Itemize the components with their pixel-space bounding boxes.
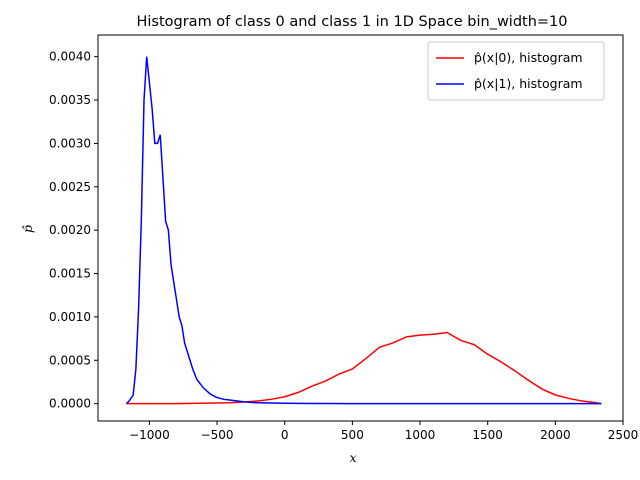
y-tick-label: 0.0035 xyxy=(49,93,91,107)
x-tick-label: 500 xyxy=(341,428,364,442)
series-line-class-1 xyxy=(125,56,602,405)
x-tick-label: −500 xyxy=(201,428,234,442)
series-layer xyxy=(125,56,602,405)
x-tick-label: 2500 xyxy=(608,428,639,442)
x-tick-label: −1000 xyxy=(129,428,170,442)
y-tick-label: 0.0040 xyxy=(49,50,91,64)
x-tick-label: 1000 xyxy=(405,428,436,442)
y-tick-label: 0.0000 xyxy=(49,397,91,411)
y-axis-label: p̂ xyxy=(20,225,35,233)
y-tick-label: 0.0020 xyxy=(49,223,91,237)
legend: p̂(x|0), histogram p̂(x|1), histogram xyxy=(427,41,605,101)
x-axis-label: x xyxy=(349,450,356,465)
x-axis: −1000 −500 0 500 1000 1500 2000 2500 xyxy=(129,421,638,442)
y-tick-label: 0.0005 xyxy=(49,353,91,367)
legend-label-class-1: p̂(x|1), histogram xyxy=(474,76,583,91)
y-tick-label: 0.0030 xyxy=(49,136,91,150)
series-line-class-0 xyxy=(126,331,602,405)
y-tick-label: 0.0025 xyxy=(49,180,91,194)
axes-frame xyxy=(97,34,624,422)
legend-box xyxy=(427,41,605,101)
y-axis: 0.0000 0.0005 0.0010 0.0015 0.0020 0.0025 0.00… xyxy=(49,50,98,411)
x-tick-label: 2000 xyxy=(540,428,571,442)
legend-label-class-0: p̂(x|0), histogram xyxy=(474,50,583,65)
y-tick-label: 0.0015 xyxy=(49,267,91,281)
x-tick-label: 1500 xyxy=(472,428,503,442)
chart-title: Histogram of class 0 and class 1 in 1D S… xyxy=(136,14,567,30)
y-tick-label: 0.0010 xyxy=(49,310,91,324)
plot-area xyxy=(97,34,624,422)
x-tick-label: 0 xyxy=(281,428,289,442)
